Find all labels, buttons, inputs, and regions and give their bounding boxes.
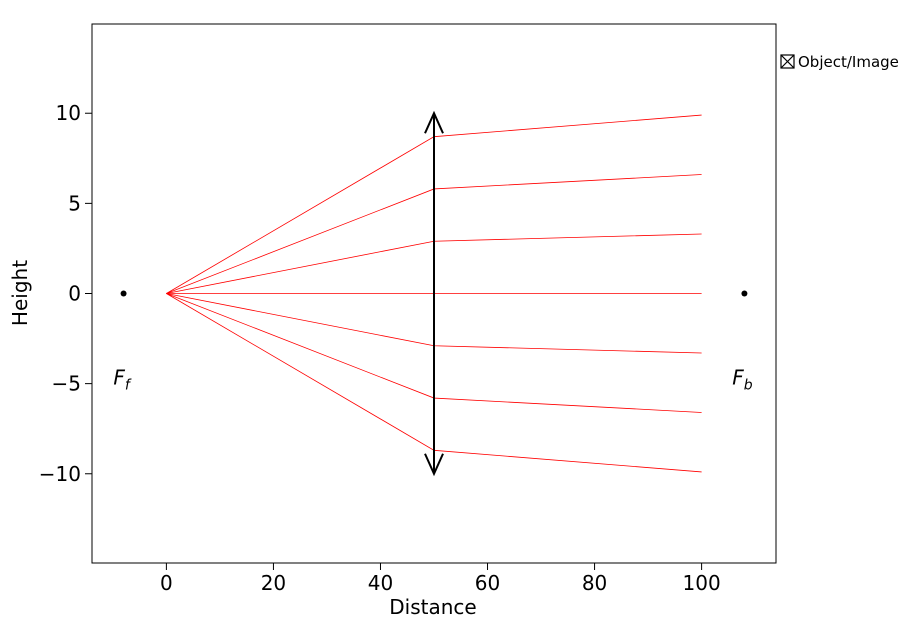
x-tick-label: 40 (368, 571, 393, 595)
y-axis-title: Height (8, 260, 32, 326)
focal-points-layer: Ff Fb (113, 290, 753, 394)
focal-point-b-marker (741, 290, 748, 297)
legend-label-object-image: Object/Image (798, 53, 899, 71)
x-tick-label: 0 (160, 571, 173, 595)
x-tick-label: 60 (475, 571, 500, 595)
lens-top-arrowhead (424, 110, 444, 134)
legend: Object/Image (780, 53, 899, 71)
y-tick-label: −10 (39, 462, 81, 486)
lens (424, 110, 444, 477)
y-tick-label: 10 (56, 101, 81, 125)
x-axis-title: Distance (389, 595, 476, 619)
x-tick-label: 80 (582, 571, 607, 595)
y-axis-ticks: −10 −5 0 5 10 (39, 101, 92, 486)
x-axis-ticks: 0 20 40 60 80 100 (160, 563, 721, 595)
x-tick-label: 20 (261, 571, 286, 595)
y-tick-label: 5 (68, 191, 81, 215)
lens-bottom-arrowhead (424, 453, 444, 477)
legend-marker-icon (780, 54, 795, 69)
y-tick-label: −5 (52, 372, 81, 396)
focal-point-f-label: Ff (113, 366, 132, 394)
focal-point-f-marker (120, 290, 127, 297)
y-tick-label: 0 (68, 282, 81, 306)
focal-point-b-label: Fb (732, 366, 753, 394)
x-tick-label: 100 (683, 571, 721, 595)
